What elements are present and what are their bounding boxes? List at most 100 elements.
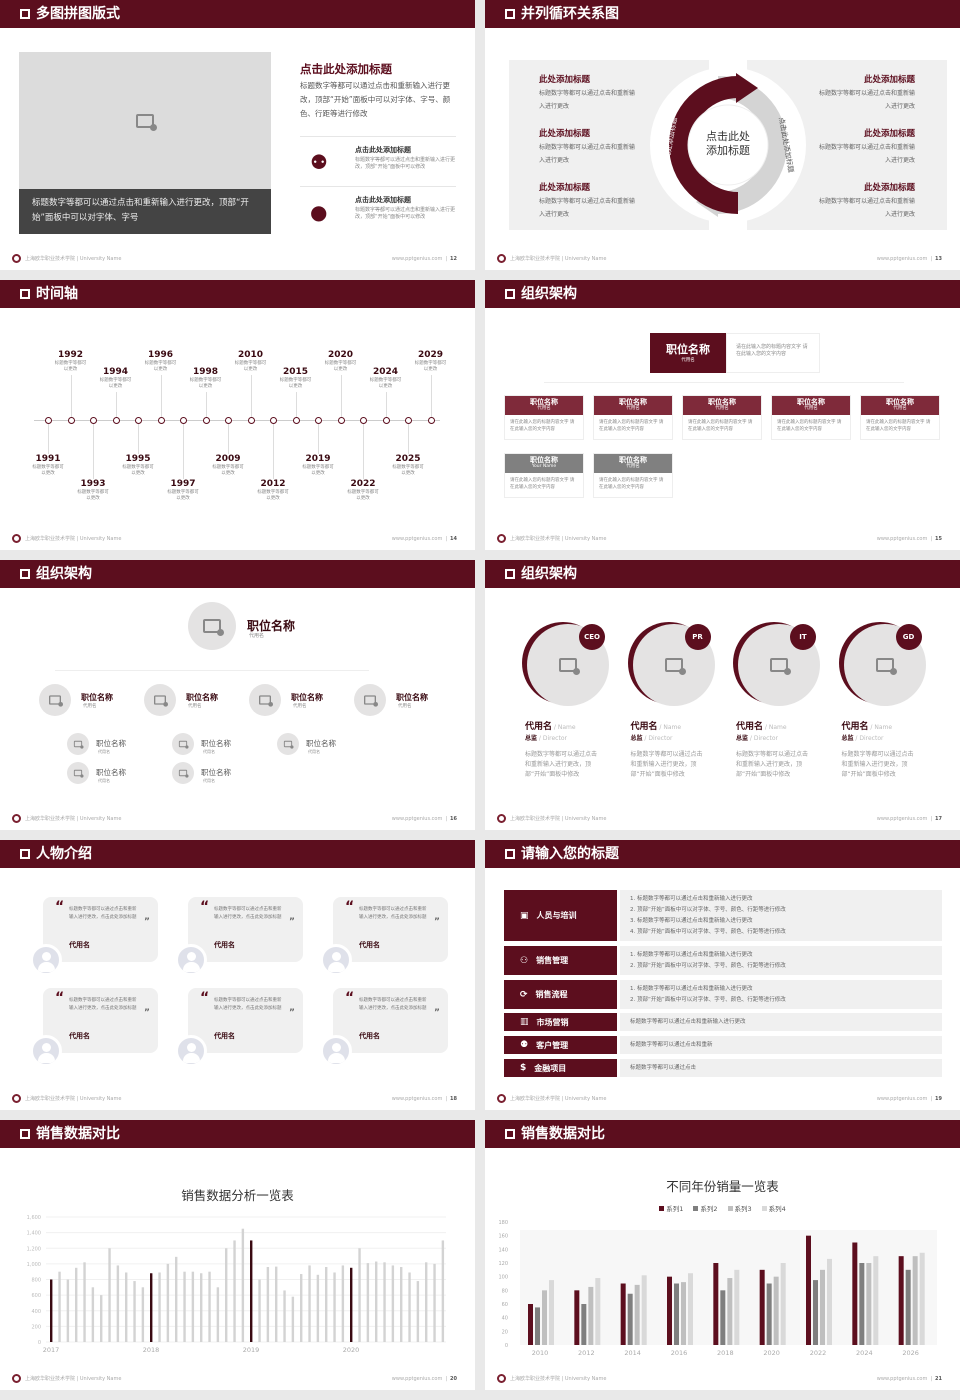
timeline-dot[interactable] (67, 417, 75, 424)
bar[interactable] (912, 1256, 918, 1345)
bar[interactable] (275, 1266, 278, 1342)
timeline-dot[interactable] (225, 417, 232, 424)
bar[interactable] (780, 1263, 786, 1345)
bar[interactable] (283, 1290, 286, 1342)
legend-item[interactable]: 系列3 (727, 1205, 752, 1213)
bar[interactable] (100, 1295, 103, 1342)
bar[interactable] (627, 1293, 633, 1345)
bar[interactable] (150, 1273, 153, 1342)
bar[interactable] (873, 1256, 879, 1345)
bar[interactable] (866, 1263, 872, 1345)
bar[interactable] (316, 1274, 320, 1342)
bar[interactable] (125, 1272, 128, 1342)
bar[interactable] (720, 1290, 726, 1345)
url-text[interactable]: www.pptgenius.com (876, 536, 928, 542)
position-card[interactable]: 职位名称 Your Name 请在此输入您的标题内容文字 请在此输入您的文字内容 (504, 453, 584, 498)
bar[interactable] (300, 1274, 303, 1342)
bar[interactable] (291, 1296, 295, 1342)
bar[interactable] (208, 1271, 211, 1342)
bar[interactable] (535, 1307, 540, 1345)
bar[interactable] (806, 1235, 811, 1345)
bar[interactable] (175, 1256, 178, 1342)
avatar-placeholder[interactable] (354, 684, 386, 716)
timeline-dot[interactable] (292, 417, 300, 424)
bar[interactable] (166, 1263, 170, 1342)
url-text[interactable]: www.pptgenius.com (876, 1376, 928, 1382)
bar[interactable] (820, 1269, 825, 1345)
bar[interactable] (50, 1279, 53, 1343)
timeline-dot[interactable] (135, 417, 142, 424)
bar[interactable] (250, 1240, 253, 1342)
timeline-dot[interactable] (45, 417, 52, 424)
bar[interactable] (383, 1262, 386, 1342)
url-text[interactable]: www.pptgenius.com (391, 536, 443, 542)
bar[interactable] (634, 1284, 640, 1345)
bar[interactable] (83, 1262, 86, 1342)
timeline-dot[interactable] (427, 417, 435, 424)
bar[interactable] (574, 1290, 580, 1345)
bar[interactable] (852, 1242, 858, 1346)
timeline-dot[interactable] (337, 417, 345, 424)
bar[interactable] (588, 1286, 594, 1345)
bar[interactable] (727, 1278, 733, 1345)
bar[interactable] (898, 1256, 904, 1345)
bar[interactable] (416, 1281, 420, 1342)
timeline-dot[interactable] (315, 417, 322, 424)
bar[interactable] (216, 1287, 220, 1342)
bar[interactable] (58, 1271, 61, 1342)
avatar-placeholder[interactable] (67, 762, 89, 784)
position-card[interactable]: 职位名称 代用名 请在此输入您的标题内容文字 请在此输入您的文字内容 (593, 395, 673, 440)
bar[interactable] (905, 1269, 911, 1345)
bar[interactable] (116, 1265, 120, 1342)
bar[interactable] (595, 1278, 601, 1345)
category-label[interactable]: $ 金融项目 (504, 1059, 617, 1077)
bar[interactable] (233, 1240, 236, 1342)
legend-item[interactable]: 系列4 (761, 1205, 786, 1213)
bar[interactable] (308, 1265, 311, 1342)
category-label[interactable]: ⚉ 客户管理 (504, 1036, 617, 1054)
category-label[interactable]: ▥ 市场营销 (504, 1013, 617, 1031)
bar[interactable] (759, 1269, 765, 1345)
bar[interactable] (425, 1262, 428, 1342)
bar[interactable] (350, 1267, 353, 1342)
url-text[interactable]: www.pptgenius.com (876, 1096, 928, 1102)
bar[interactable] (341, 1265, 345, 1342)
avatar-placeholder[interactable] (39, 684, 71, 716)
bar[interactable] (333, 1272, 336, 1342)
url-text[interactable]: www.pptgenius.com (391, 256, 443, 262)
url-text[interactable]: www.pptgenius.com (391, 1376, 443, 1382)
bar[interactable] (773, 1276, 779, 1345)
bar[interactable] (620, 1283, 626, 1346)
bar[interactable] (391, 1265, 395, 1342)
bar[interactable] (549, 1280, 554, 1345)
bar[interactable] (258, 1279, 261, 1343)
bar[interactable] (358, 1248, 361, 1342)
legend-item[interactable]: 系列1 (659, 1205, 683, 1213)
bar[interactable] (688, 1273, 693, 1345)
bar[interactable] (400, 1267, 403, 1342)
bar[interactable] (528, 1304, 533, 1345)
avatar-placeholder[interactable] (172, 733, 194, 755)
timeline-dot[interactable] (180, 417, 187, 424)
bar[interactable] (183, 1271, 186, 1342)
position-card[interactable]: 职位名称 代用名 请在此输入您的标题内容文字 请在此输入您的文字内容 (504, 395, 584, 440)
bar[interactable] (408, 1272, 411, 1342)
timeline-dot[interactable] (360, 417, 367, 424)
bar[interactable] (681, 1282, 686, 1345)
bar[interactable] (325, 1267, 328, 1342)
bar[interactable] (433, 1263, 436, 1342)
bar[interactable] (813, 1280, 818, 1345)
timeline-dot[interactable] (405, 417, 412, 424)
bar[interactable] (674, 1283, 679, 1346)
avatar-placeholder[interactable] (172, 762, 194, 784)
bar[interactable] (667, 1276, 672, 1345)
url-text[interactable]: www.pptgenius.com (876, 256, 928, 262)
bar[interactable] (919, 1252, 925, 1345)
timeline-dot[interactable] (382, 417, 390, 424)
bar[interactable] (827, 1258, 832, 1345)
bar[interactable] (91, 1287, 95, 1342)
category-label[interactable]: ▣ 人员与培训 (504, 890, 617, 941)
bar[interactable] (191, 1271, 195, 1342)
bar[interactable] (366, 1263, 370, 1342)
bar[interactable] (542, 1290, 547, 1345)
